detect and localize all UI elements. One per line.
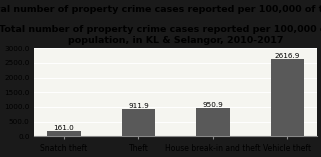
Text: 2616.9: 2616.9 [274, 53, 300, 59]
Bar [47, 131, 81, 136]
Title: Total number of property crime cases reported per 100,000 of the
population, in : Total number of property crime cases rep… [0, 25, 321, 45]
Text: 161.0: 161.0 [54, 125, 74, 131]
Text: Total number of property crime cases reported per 100,000 of the: Total number of property crime cases rep… [0, 5, 321, 14]
Bar [122, 109, 155, 136]
Text: 950.9: 950.9 [203, 102, 223, 108]
Text: 911.9: 911.9 [128, 103, 149, 109]
Bar [271, 60, 304, 136]
Bar [196, 108, 230, 136]
